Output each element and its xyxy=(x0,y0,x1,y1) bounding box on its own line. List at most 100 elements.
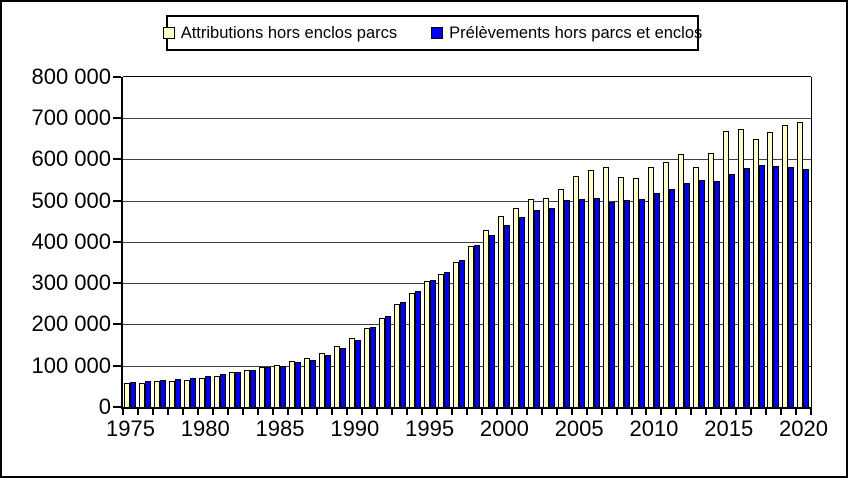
x-tick xyxy=(540,409,543,415)
x-tick xyxy=(795,409,798,415)
bar-prelevements-2016 xyxy=(743,168,750,407)
y-axis-label: 800 000 xyxy=(31,64,111,89)
bar-prelevements-1977 xyxy=(160,380,167,407)
bar-prelevements-2004 xyxy=(564,200,571,407)
gridline-100000 xyxy=(123,366,811,367)
x-tick xyxy=(810,409,812,415)
bar-prelevements-2005 xyxy=(579,199,586,407)
bar-prelevements-2014 xyxy=(713,181,720,407)
bar-prelevements-2018 xyxy=(773,166,780,407)
bar-group-1998 xyxy=(467,77,482,407)
bar-attributions-1979 xyxy=(184,380,191,407)
y-tick xyxy=(113,200,121,202)
bar-attributions-1989 xyxy=(333,346,340,407)
x-tick xyxy=(301,409,304,415)
bar-prelevements-1990 xyxy=(354,340,361,407)
bar-group-1997 xyxy=(452,77,467,407)
bar-attributions-2011 xyxy=(662,162,669,407)
y-axis-label: 500 000 xyxy=(31,188,111,213)
x-tick xyxy=(630,409,633,415)
bar-attributions-1985 xyxy=(274,365,280,407)
x-axis-line xyxy=(121,407,812,409)
bar-prelevements-1976 xyxy=(145,381,152,407)
x-tick xyxy=(406,409,409,415)
bar-attributions-2010 xyxy=(647,167,654,407)
bar-attributions-2005 xyxy=(573,176,580,407)
x-tick xyxy=(451,409,454,415)
bar-prelevements-1989 xyxy=(339,348,346,407)
bar-group-1991 xyxy=(362,77,377,407)
x-tick xyxy=(660,409,663,415)
bar-prelevements-2010 xyxy=(653,193,660,407)
bar-prelevements-2008 xyxy=(623,200,630,407)
bar-prelevements-2017 xyxy=(758,165,765,407)
x-tick xyxy=(391,409,394,415)
y-tick xyxy=(113,365,121,367)
bar-group-1984 xyxy=(258,77,273,407)
x-axis-label: 1975 xyxy=(105,416,155,441)
x-tick xyxy=(256,409,259,415)
bar-prelevements-1994 xyxy=(414,291,421,407)
x-tick xyxy=(151,409,154,415)
gridline-500000 xyxy=(123,201,811,202)
x-tick xyxy=(166,409,169,415)
y-tick xyxy=(113,323,121,325)
x-tick xyxy=(122,409,124,415)
bar-attributions-2018 xyxy=(767,132,774,407)
x-axis-label: 1990 xyxy=(330,416,380,441)
bar-group-2008 xyxy=(616,77,631,407)
bar-attributions-1990 xyxy=(348,338,355,407)
x-axis-label: 1995 xyxy=(405,416,455,441)
bar-prelevements-1985 xyxy=(280,366,286,407)
bar-group-2009 xyxy=(631,77,646,407)
bar-group-2020 xyxy=(796,77,811,407)
y-tick xyxy=(113,282,121,284)
plot-right-border xyxy=(811,77,812,407)
bar-prelevements-2001 xyxy=(519,217,526,407)
bar-group-1992 xyxy=(377,77,392,407)
bar-group-2012 xyxy=(676,77,691,407)
x-tick xyxy=(570,409,573,415)
y-axis-label: 100 000 xyxy=(31,353,111,378)
bar-group-1980 xyxy=(198,77,213,407)
bar-prelevements-1978 xyxy=(175,379,182,407)
y-tick xyxy=(113,241,121,243)
bar-prelevements-1997 xyxy=(459,260,466,407)
bar-group-2010 xyxy=(646,77,661,407)
gridline-200000 xyxy=(123,324,811,325)
bar-attributions-1998 xyxy=(468,246,475,407)
bar-attributions-1978 xyxy=(169,381,176,407)
x-tick xyxy=(466,409,468,415)
y-axis-label: 0 xyxy=(98,394,111,419)
x-tick xyxy=(585,409,588,415)
bar-attributions-1977 xyxy=(154,381,161,407)
bar-attributions-2017 xyxy=(752,139,759,407)
x-tick xyxy=(286,409,289,415)
bar-group-2015 xyxy=(721,77,736,407)
x-tick xyxy=(600,409,603,415)
y-axis-label: 200 000 xyxy=(31,311,111,336)
bar-group-2002 xyxy=(527,77,542,407)
x-tick xyxy=(436,409,439,415)
bar-attributions-1975 xyxy=(124,383,131,407)
bar-group-2011 xyxy=(661,77,676,407)
x-tick xyxy=(376,409,379,415)
x-tick xyxy=(331,409,334,415)
bar-attributions-2007 xyxy=(602,167,609,407)
bar-prelevements-1984 xyxy=(265,367,272,407)
x-tick xyxy=(495,409,498,415)
x-tick xyxy=(675,409,678,415)
bar-prelevements-1980 xyxy=(205,376,212,407)
bar-prelevements-1996 xyxy=(444,272,451,407)
bar-group-2014 xyxy=(706,77,721,407)
x-tick xyxy=(615,409,618,415)
legend: Attributions hors enclos parcs Prélèveme… xyxy=(162,15,702,51)
bar-prelevements-2007 xyxy=(608,202,615,407)
bar-group-2006 xyxy=(587,77,602,407)
bar-group-1982 xyxy=(228,77,243,407)
x-tick xyxy=(720,409,723,415)
bar-group-2013 xyxy=(691,77,706,407)
gridline-700000 xyxy=(123,118,811,119)
bar-group-2018 xyxy=(766,77,781,407)
